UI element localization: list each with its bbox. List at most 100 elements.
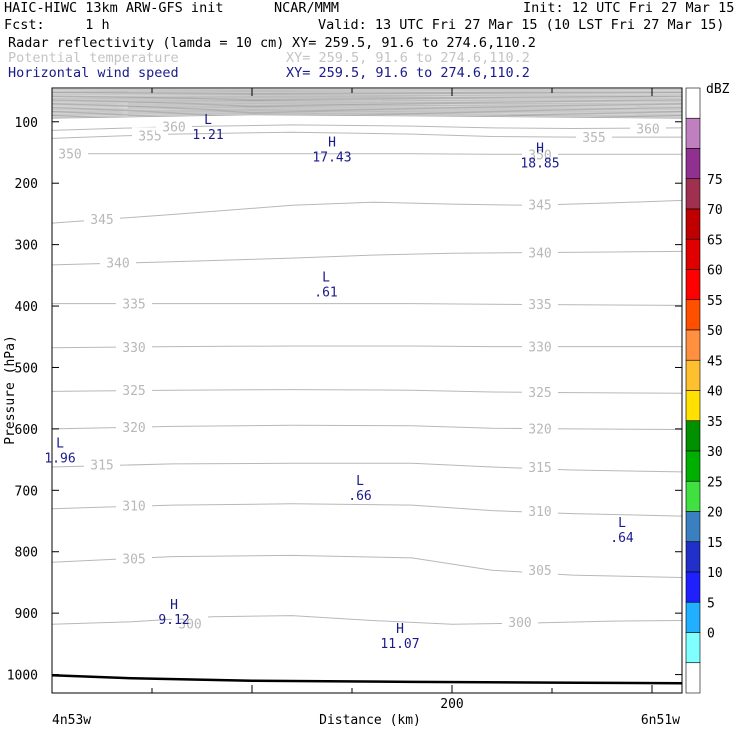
wind-extremum-value: 11.07 — [380, 637, 419, 652]
theta-contour-315 — [51, 462, 683, 473]
theta-label-bg — [630, 120, 666, 135]
theta-label-bg — [116, 339, 152, 354]
colorbar-level: 15 — [707, 536, 723, 551]
wind-extremum-H: H — [328, 135, 336, 150]
colorbar-swatch — [685, 480, 701, 512]
theta-label-bg — [502, 613, 538, 628]
top-contour-line — [51, 104, 683, 108]
field-reflectivity-name: Radar reflectivity (lamda = 10 cm) — [8, 35, 285, 51]
theta-label-340: 340 — [106, 256, 129, 271]
theta-label-bg — [522, 338, 558, 353]
colorbar-level: 60 — [707, 264, 723, 279]
colorbar-level: 50 — [707, 324, 723, 339]
colorbar-swatch — [685, 511, 701, 543]
colorbar-swatch — [685, 571, 701, 603]
y-tick-label: 400 — [15, 300, 38, 315]
top-contour-band — [51, 89, 683, 119]
y-tick-label: 200 — [15, 177, 38, 192]
colorbar-level: 40 — [707, 385, 723, 400]
theta-label-305: 305 — [122, 552, 145, 567]
theta-contour-345 — [51, 199, 683, 224]
theta-label-bg — [116, 497, 152, 512]
theta-label-bg — [522, 384, 558, 399]
model-title: HAIC-HIWC 13km ARW-GFS init — [4, 0, 224, 16]
theta-contour-355 — [51, 131, 682, 139]
colorbar-swatch — [685, 148, 701, 180]
theta-label-330: 330 — [122, 341, 145, 356]
theta-label-bg — [116, 419, 152, 434]
valid-time: Valid: 13 UTC Fri 27 Mar 15 (10 LST Fri … — [318, 17, 725, 33]
colorbar-level: 5 — [707, 596, 715, 611]
top-contour-line — [51, 94, 683, 96]
theta-label-bg — [522, 503, 558, 518]
colorbar-swatch — [685, 269, 701, 301]
top-contour-line — [51, 95, 683, 98]
colorbar-level: 10 — [707, 566, 723, 581]
theta-label-bg — [116, 550, 152, 565]
colorbar-level: 75 — [707, 173, 723, 188]
wind-extremum-L: L — [204, 113, 212, 128]
top-contour-line — [51, 108, 683, 112]
theta-label-bg — [522, 458, 558, 473]
theta-contour-320 — [51, 424, 683, 430]
theta-label-315: 315 — [90, 459, 113, 474]
theta-label-310: 310 — [528, 505, 551, 520]
colorbar-level: 45 — [707, 354, 723, 369]
x-tick-label: 200 — [440, 697, 463, 712]
theta-label-350: 350 — [58, 148, 81, 163]
theta-contour-330 — [51, 345, 682, 349]
wind-extremum-value: 1.96 — [44, 451, 75, 466]
theta-label-315: 315 — [528, 461, 551, 476]
x-axis-title: Distance (km) — [319, 713, 421, 728]
theta-label-300: 300 — [508, 616, 531, 631]
wind-extremum-L: L — [356, 474, 364, 489]
colorbar: 0 5 10 15 20 25 30 35 40 45 50 55 60 65 70 75 — [685, 87, 723, 694]
y-tick-label: 500 — [15, 361, 38, 376]
top-contour-line — [51, 106, 683, 110]
theta-label-320: 320 — [528, 422, 551, 437]
theta-contour-305 — [51, 554, 683, 578]
top-contour-line — [51, 114, 683, 119]
wind-extremum-H: H — [396, 622, 404, 637]
theta-label-345: 345 — [528, 199, 551, 214]
theta-label-355: 355 — [582, 131, 605, 146]
y-tick-label: 900 — [15, 607, 38, 622]
top-contour-line — [51, 92, 683, 95]
theta-label-bg — [522, 244, 558, 259]
theta-label-335: 335 — [528, 298, 551, 313]
theta-label-325: 325 — [122, 384, 145, 399]
colorbar-swatch — [685, 601, 701, 633]
theta-label-320: 320 — [122, 421, 145, 436]
init-time: Init: 12 UTC Fri 27 Mar 15 — [523, 0, 735, 16]
wind-extremum-value: .66 — [348, 489, 371, 504]
surface-line — [51, 673, 683, 685]
theta-label-bg — [522, 420, 558, 435]
top-contour-line — [51, 103, 683, 107]
colorbar-level: 25 — [707, 475, 723, 490]
colorbar-swatch — [685, 359, 701, 391]
field-theta-xy: XY= 259.5, 91.6 to 274.6,110.2 — [286, 50, 530, 66]
axes: 100 200 300 400 500 600 700 800 900 1000 200 — [7, 88, 682, 712]
plot-frame — [51, 87, 683, 694]
theta-label-335: 335 — [122, 298, 145, 313]
theta-label-350: 350 — [528, 148, 551, 163]
top-contour-line — [51, 97, 683, 100]
colorbar-swatch — [685, 662, 701, 694]
theta-contour-340 — [51, 250, 683, 266]
theta-label-340: 340 — [528, 247, 551, 262]
colorbar-swatch — [685, 632, 701, 664]
theta-label-360: 360 — [162, 121, 185, 136]
wind-extremum-value: 18.85 — [520, 156, 559, 171]
wind-extremum-value: 17.43 — [312, 150, 351, 165]
theta-label-bg — [576, 129, 612, 144]
theta-contour-310 — [51, 503, 683, 517]
field-wind-name: Horizontal wind speed — [8, 65, 179, 81]
colorbar-swatch — [685, 541, 701, 573]
top-contour-line — [51, 113, 683, 118]
theta-label-bg — [84, 210, 120, 225]
theta-label-305: 305 — [528, 564, 551, 579]
colorbar-level: 0 — [707, 627, 715, 642]
theta-label-bg — [522, 196, 558, 211]
theta-label-bg — [52, 145, 88, 160]
